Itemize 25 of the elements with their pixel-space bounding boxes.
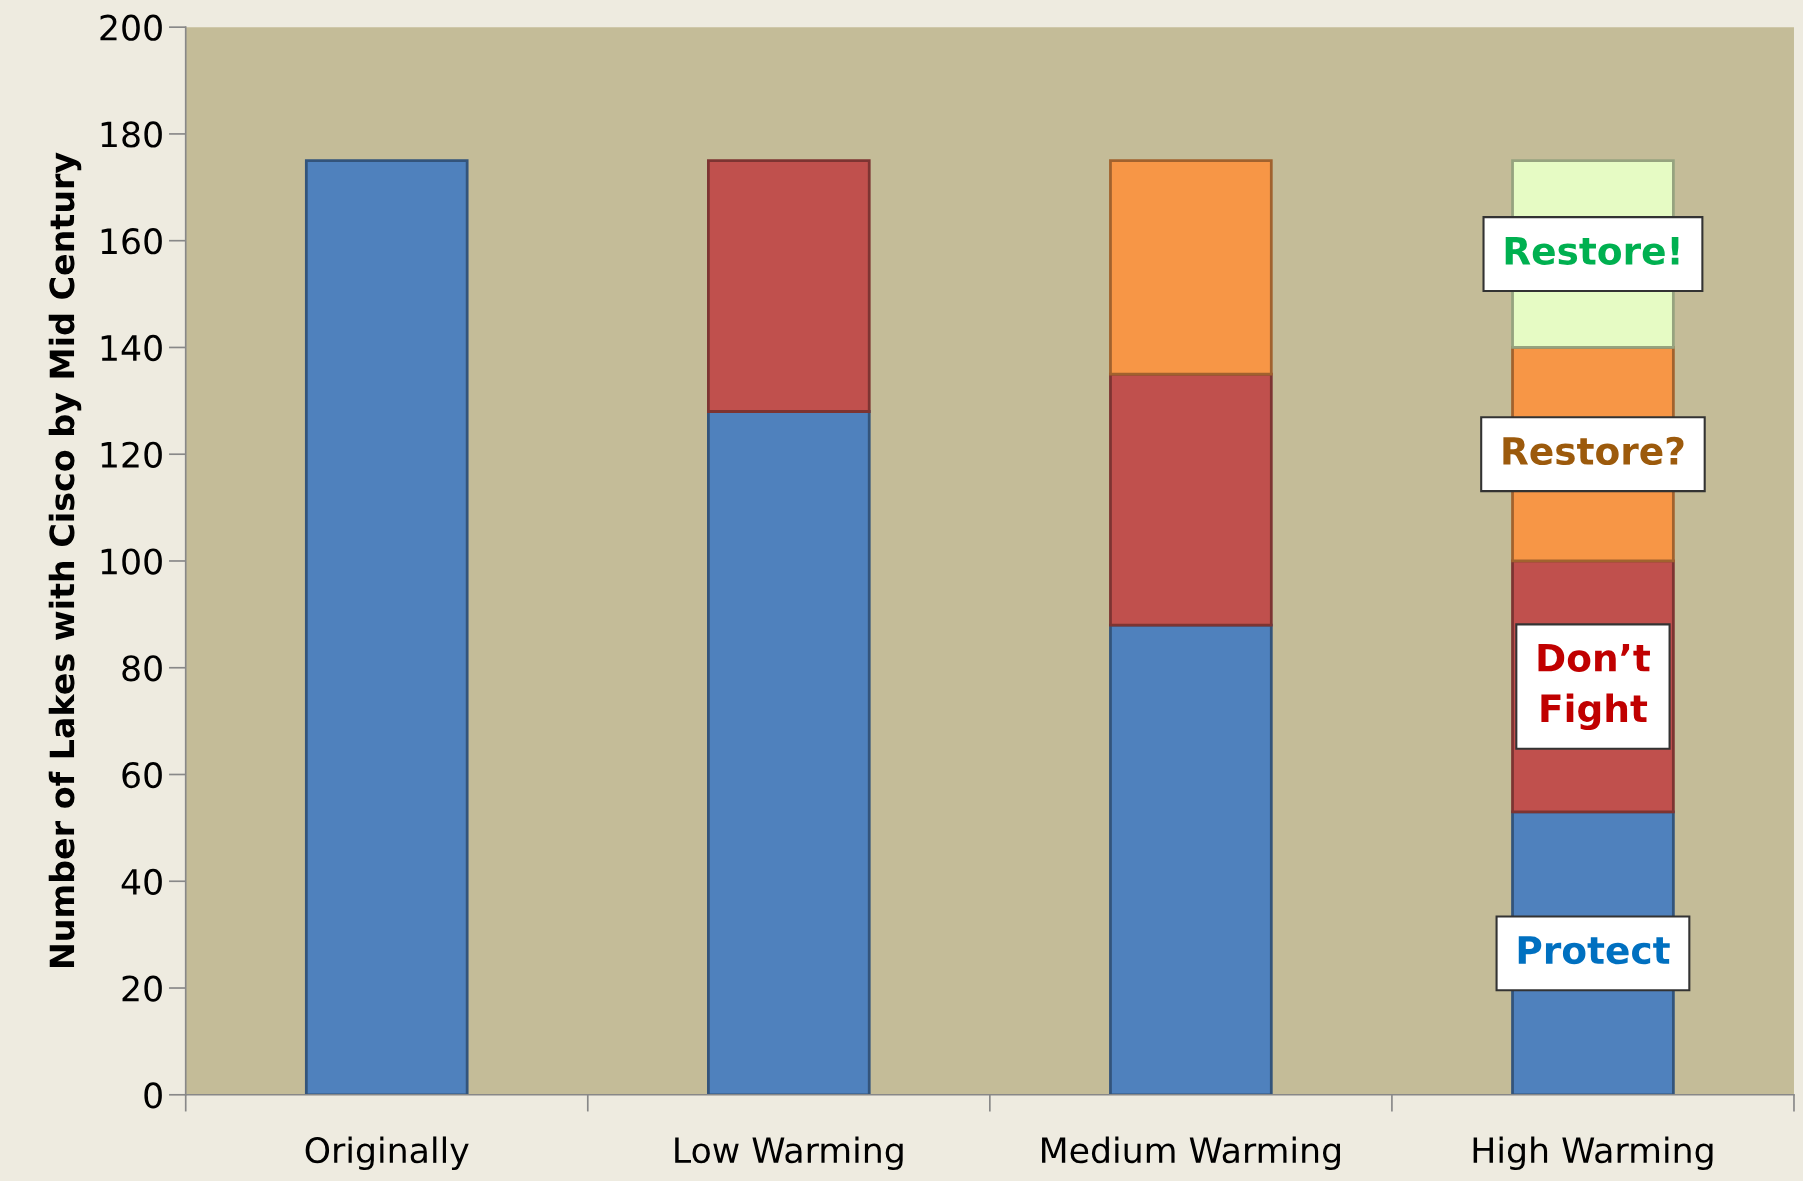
y-axis-title: Number of Lakes with Cisco by Mid Century [48, 152, 82, 968]
y-tick-label: 0 [144, 1082, 162, 1109]
bar [1109, 159, 1273, 376]
annotation: Restore? [1503, 436, 1684, 466]
bar [707, 410, 871, 1095]
x-tick-label: Medium Warming [1042, 1136, 1340, 1171]
y-tick-label: 100 [101, 548, 162, 575]
bar [304, 159, 469, 1095]
y-tick-label: 120 [101, 441, 162, 468]
y-tick-label: 40 [121, 868, 162, 895]
annotation: Protect [1518, 936, 1670, 965]
x-tick-label: Low Warming [675, 1136, 903, 1171]
x-tick-label: High Warming [1473, 1136, 1713, 1171]
y-tick-label: 200 [100, 14, 162, 41]
y-tick-label: 80 [122, 655, 162, 682]
y-tick-label: 160 [101, 228, 162, 255]
y-tick-label: 180 [101, 121, 162, 148]
bar [1109, 623, 1273, 1095]
y-tick-label: 140 [101, 334, 162, 362]
annotation: Restore! [1505, 237, 1679, 265]
bar [707, 159, 871, 413]
annotation: Don’t Fight [1538, 644, 1650, 730]
y-tick-label: 60 [122, 761, 162, 789]
y-tick-label: 20 [122, 975, 162, 1002]
x-tick-label: Originally [305, 1136, 469, 1171]
